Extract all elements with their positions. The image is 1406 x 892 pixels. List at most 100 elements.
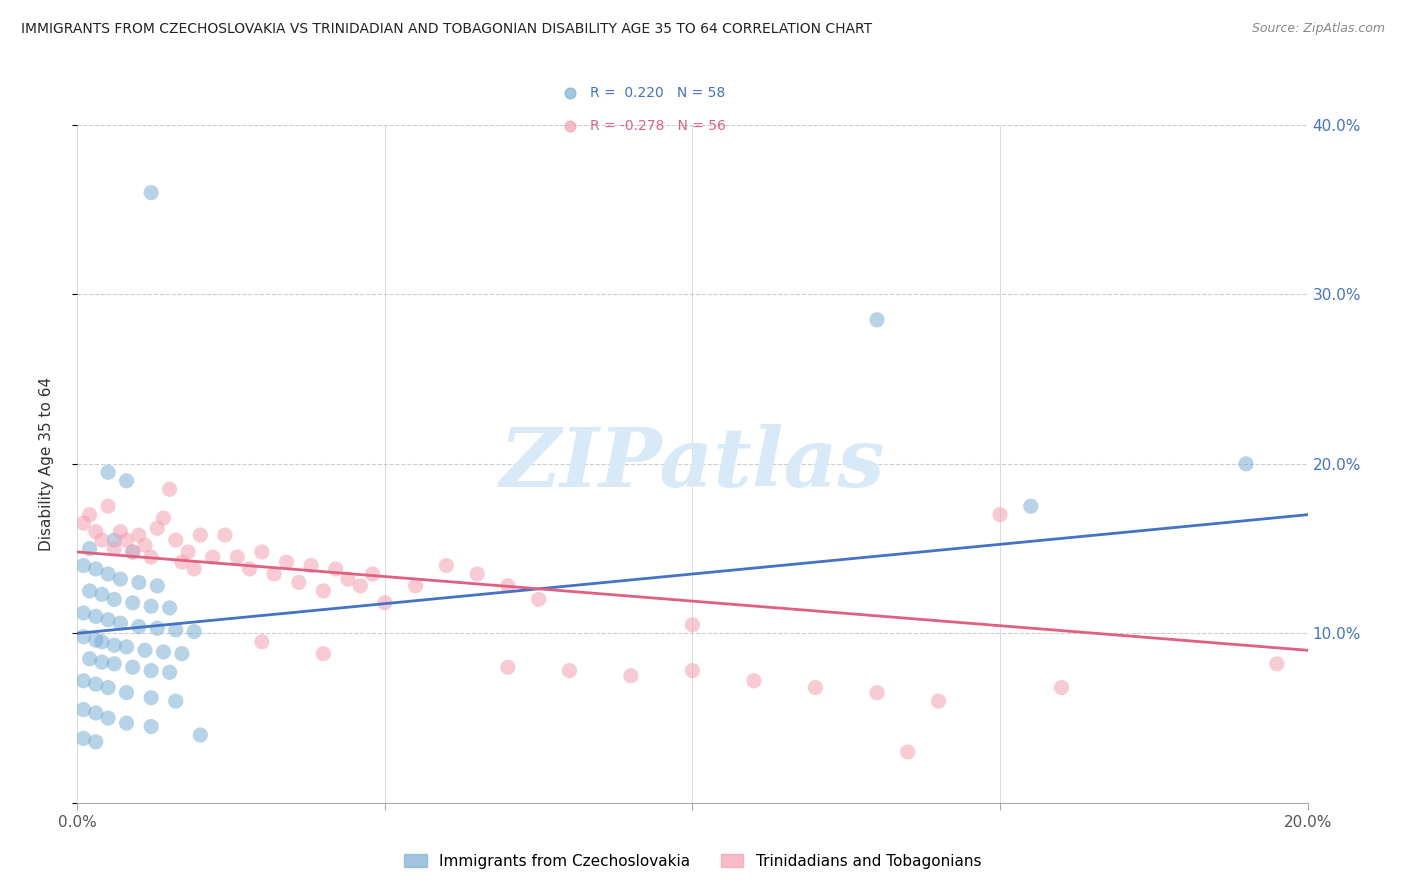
Point [103, 533, 125, 548]
Point [374, 596, 396, 610]
Point [928, 694, 950, 708]
Point [110, 572, 132, 586]
Point [84, 706, 107, 720]
Point [620, 669, 643, 683]
Point [214, 528, 236, 542]
Point [72, 516, 94, 530]
Point [84, 609, 107, 624]
Point [103, 657, 125, 671]
Point [84, 735, 107, 749]
Point [103, 638, 125, 652]
Point [312, 647, 335, 661]
Legend: Immigrants from Czechoslovakia, Trinidadians and Tobagonians: Immigrants from Czechoslovakia, Trinidad… [396, 847, 988, 877]
Point [312, 584, 335, 599]
Point [146, 621, 169, 635]
Point [97, 711, 120, 725]
Point [121, 660, 143, 674]
Point [465, 567, 488, 582]
Text: IMMIGRANTS FROM CZECHOSLOVAKIA VS TRINIDADIAN AND TOBAGONIAN DISABILITY AGE 35 T: IMMIGRANTS FROM CZECHOSLOVAKIA VS TRINID… [21, 22, 872, 37]
Point [159, 483, 181, 497]
Point [84, 562, 107, 576]
Point [250, 545, 273, 559]
Text: R = -0.278   N = 56: R = -0.278 N = 56 [591, 119, 725, 133]
Y-axis label: Disability Age 35 to 64: Disability Age 35 to 64 [39, 376, 53, 551]
Point [97, 466, 120, 480]
Point [152, 645, 174, 659]
Point [121, 545, 143, 559]
Point [134, 538, 156, 552]
Point [134, 643, 156, 657]
Point [337, 572, 360, 586]
Point [159, 601, 181, 615]
Point [436, 558, 458, 573]
Point [159, 665, 181, 680]
Point [141, 719, 163, 733]
Text: ZIPatlas: ZIPatlas [499, 424, 886, 504]
Point [405, 579, 427, 593]
Point [170, 555, 193, 569]
Point [165, 533, 187, 548]
Point [84, 524, 107, 539]
Point [146, 521, 169, 535]
Point [97, 681, 120, 695]
Point [103, 541, 125, 556]
Point [188, 528, 212, 542]
Point [72, 606, 94, 620]
Point [79, 651, 101, 665]
Point [250, 635, 273, 649]
Point [897, 745, 920, 759]
Point [239, 562, 262, 576]
Point [128, 575, 150, 590]
Point [115, 716, 138, 731]
Point [128, 528, 150, 542]
Text: R =  0.220   N = 58: R = 0.220 N = 58 [591, 86, 725, 100]
Point [84, 677, 107, 691]
Point [558, 86, 581, 100]
Point [141, 186, 163, 200]
Point [115, 640, 138, 654]
Point [263, 567, 285, 582]
Point [84, 633, 107, 648]
Point [72, 731, 94, 746]
Point [115, 474, 138, 488]
Point [121, 596, 143, 610]
Point [141, 664, 163, 678]
Point [866, 313, 889, 327]
Point [742, 673, 765, 688]
Point [121, 545, 143, 559]
Point [361, 567, 384, 582]
Point [115, 533, 138, 548]
Point [558, 664, 581, 678]
Point [682, 664, 704, 678]
Point [79, 541, 101, 556]
Point [527, 592, 550, 607]
Point [177, 545, 200, 559]
Point [288, 575, 311, 590]
Point [90, 655, 114, 669]
Point [90, 587, 114, 601]
Point [866, 685, 889, 699]
Point [152, 511, 174, 525]
Point [141, 549, 163, 565]
Point [141, 599, 163, 614]
Point [90, 533, 114, 548]
Point [146, 579, 169, 593]
Point [1265, 657, 1288, 671]
Point [1019, 500, 1042, 514]
Text: Source: ZipAtlas.com: Source: ZipAtlas.com [1251, 22, 1385, 36]
Point [79, 508, 101, 522]
Point [97, 567, 120, 582]
Point [165, 623, 187, 637]
Point [103, 592, 125, 607]
Point [349, 579, 371, 593]
Point [72, 630, 94, 644]
Point [558, 119, 581, 133]
Point [325, 562, 347, 576]
Point [804, 681, 827, 695]
Point [115, 685, 138, 699]
Point [1234, 457, 1257, 471]
Point [201, 549, 224, 565]
Point [183, 562, 205, 576]
Point [110, 524, 132, 539]
Point [97, 500, 120, 514]
